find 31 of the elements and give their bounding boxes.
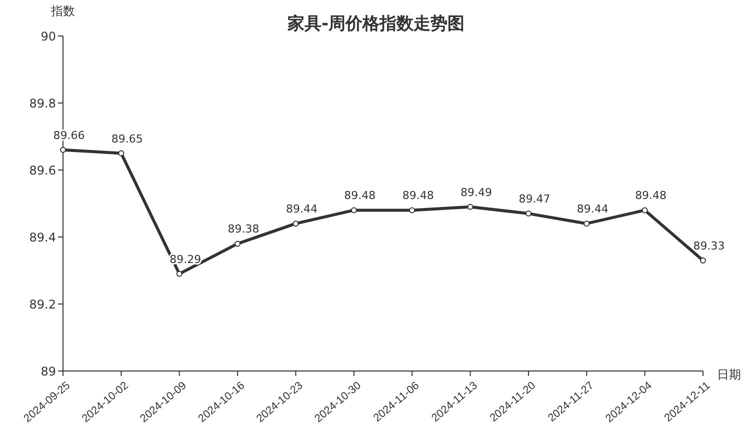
point — [60, 146, 66, 153]
point — [234, 240, 241, 247]
data-label: 89.44 — [576, 202, 608, 216]
point — [176, 270, 182, 277]
point — [525, 210, 532, 217]
point — [467, 204, 474, 210]
point — [292, 220, 299, 227]
data-label: 89.48 — [402, 189, 434, 202]
x-axis-title: 日期 — [717, 367, 741, 382]
point — [642, 207, 648, 214]
data-label: 89.47 — [518, 192, 550, 206]
y-axis-title: 指数 — [50, 4, 75, 18]
data-label: 89.65 — [111, 132, 143, 146]
y-tick-label: 89.4 — [29, 230, 56, 244]
data-label: 89.48 — [344, 189, 376, 202]
y-tick-label: 90 — [40, 29, 56, 44]
chart-title: 家具-周价格指数走势图 — [287, 14, 465, 34]
point — [584, 220, 590, 227]
y-tick-label: 89.8 — [29, 96, 56, 110]
data-label: 89.49 — [460, 186, 492, 199]
y-tick-label: 89 — [40, 364, 56, 378]
y-tick-label: 89.6 — [29, 163, 56, 178]
point — [350, 207, 357, 214]
data-label: 89.44 — [286, 202, 318, 216]
data-label: 89.48 — [635, 189, 667, 202]
point — [409, 207, 416, 214]
point — [700, 257, 706, 264]
point — [118, 150, 124, 156]
data-label: 89.38 — [228, 222, 260, 236]
y-tick-label: 89.2 — [29, 297, 56, 312]
data-label: 89.33 — [693, 239, 725, 252]
